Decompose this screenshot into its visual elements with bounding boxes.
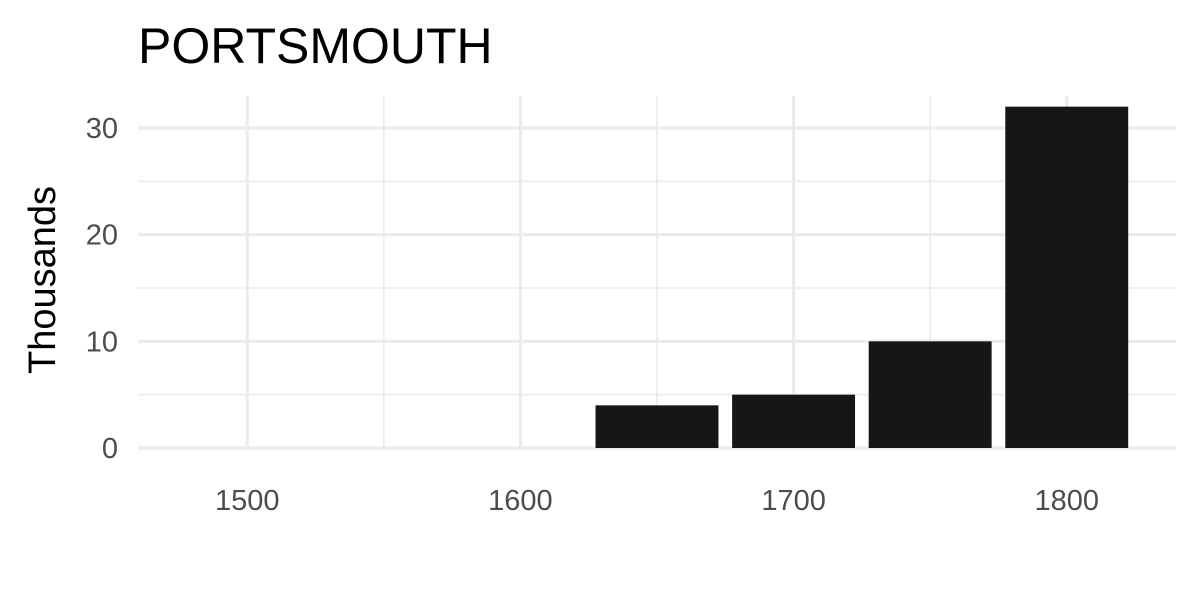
- chart-title: PORTSMOUTH: [138, 18, 493, 74]
- x-tick-label: 1500: [215, 485, 280, 517]
- bar-1700: [732, 394, 856, 448]
- bar-1650: [595, 405, 719, 448]
- x-tick-label: 1700: [761, 485, 826, 517]
- bars-group: [595, 106, 1129, 449]
- y-tick-label: 10: [86, 326, 118, 358]
- bar-1750: [868, 341, 992, 448]
- x-tick-labels: 1500 1600 1700 1800: [215, 485, 1099, 517]
- y-axis-label: Thousands: [22, 186, 64, 374]
- y-tick-labels: 0 10 20 30: [86, 113, 118, 465]
- x-tick-label: 1800: [1034, 485, 1099, 517]
- y-tick-label: 0: [102, 433, 118, 465]
- y-tick-label: 30: [86, 113, 118, 145]
- bar-1800: [1005, 106, 1129, 449]
- y-tick-label: 20: [86, 220, 118, 252]
- x-tick-label: 1600: [488, 485, 553, 517]
